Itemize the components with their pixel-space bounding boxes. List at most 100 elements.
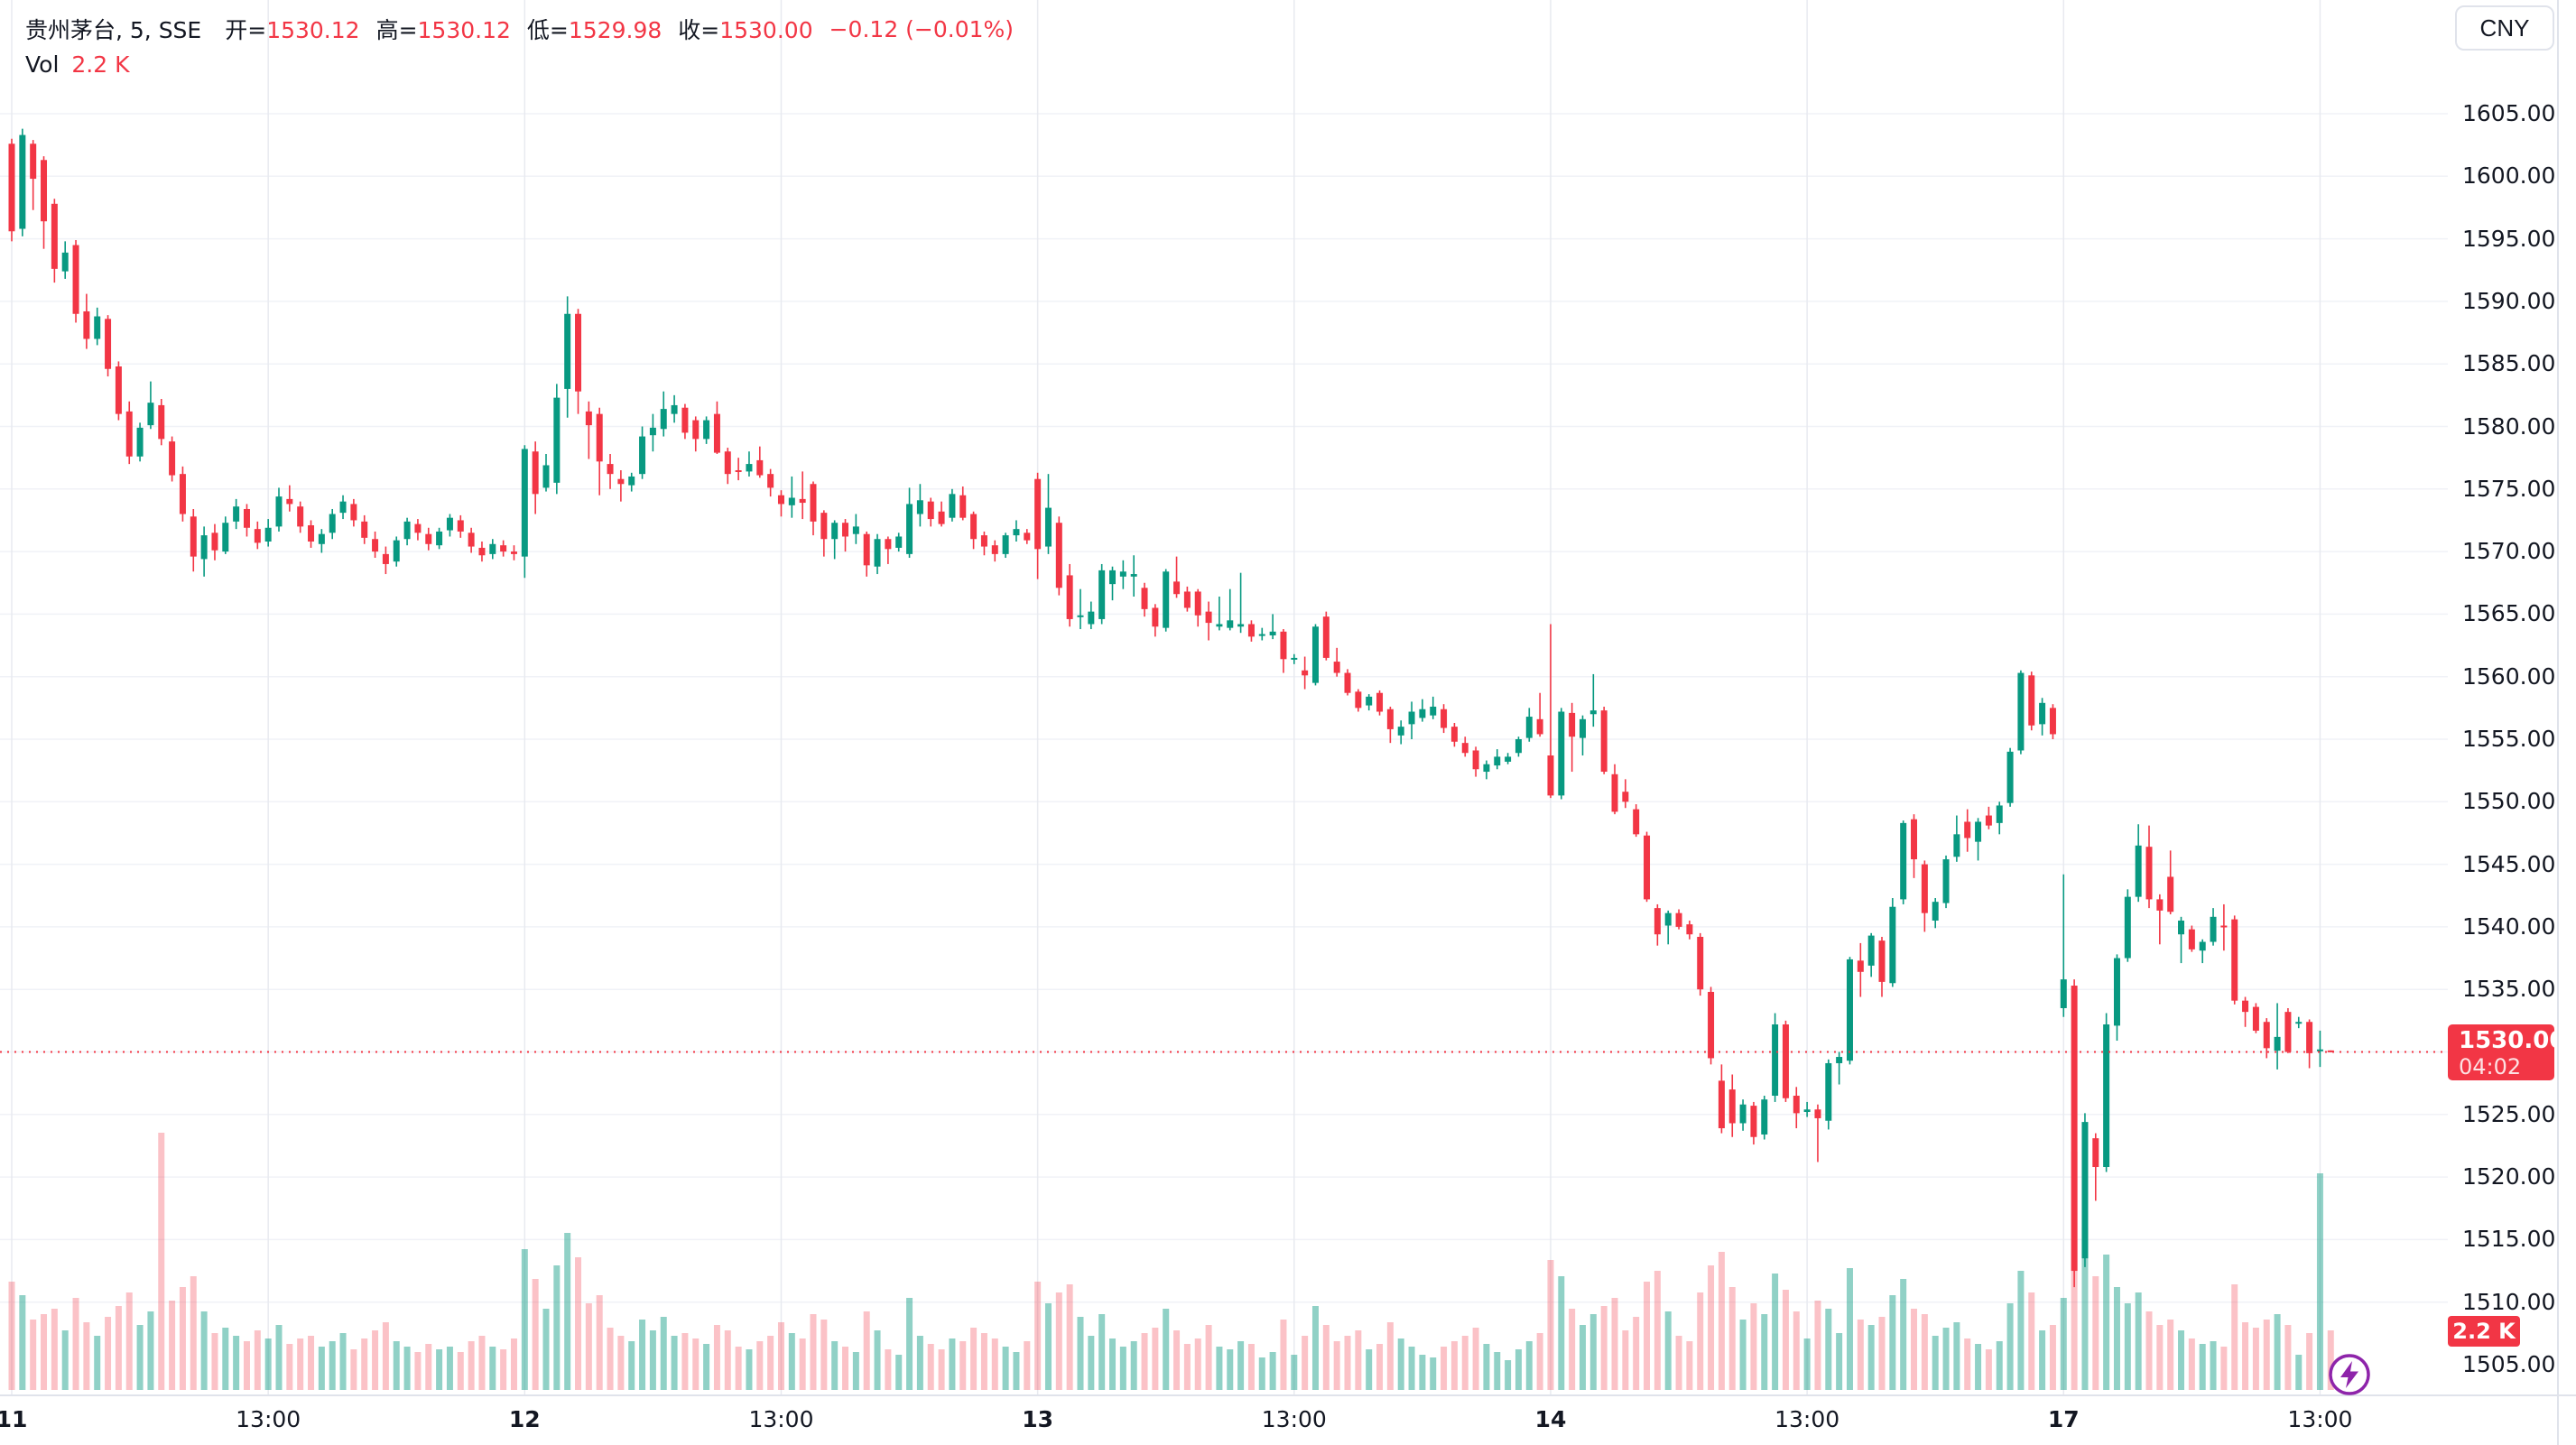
ohlc-field: 收=1530.00 [678,17,813,43]
candlestick [564,313,571,389]
candlestick [1269,631,1276,635]
volume-bar [1077,1317,1084,1390]
price-axis-label: 1525.00 [2462,1100,2556,1127]
candlestick [1397,727,1404,736]
volume-bar [1311,1306,1319,1390]
volume-bar [2124,1303,2131,1390]
volume-bar [724,1330,731,1390]
candlestick [136,427,144,457]
candlestick [1173,581,1181,595]
volume-bar [2327,1330,2334,1390]
candlestick [1430,706,1437,716]
volume-bar [2210,1341,2217,1390]
candlestick [1857,960,1864,972]
volume-bar [1718,1252,1725,1390]
candlestick [1024,533,1031,541]
candlestick [1878,940,1886,982]
candlestick [1130,574,1137,577]
candlestick [1280,631,1287,660]
volume-bar [1247,1344,1255,1390]
lightning-button[interactable] [2328,1353,2371,1396]
candlestick [1322,616,1330,658]
candlestick [777,495,784,505]
candlestick [788,497,795,505]
candlestick [1183,591,1191,608]
candlestick [105,319,112,369]
candlestick [1194,591,1201,616]
price-axis-label: 1505.00 [2462,1351,2556,1377]
candlestick [970,514,978,540]
volume-bar [1066,1284,1073,1390]
volume-bar [1119,1347,1126,1390]
volume-bar [1163,1309,1170,1390]
volume-bar [842,1347,849,1390]
candlestick [446,517,453,531]
volume-bar [938,1349,945,1390]
volume-bar [959,1341,967,1390]
volume-bar [1397,1338,1404,1390]
candlestick [1675,912,1682,927]
volume-bar [264,1338,272,1390]
change-value: −0.12 (−0.01%) [829,15,1015,42]
candlestick [927,501,934,520]
volume-bar [2103,1255,2110,1390]
candlestick [1664,912,1672,926]
candlestick [2145,847,2153,900]
candlestick [2113,958,2120,1026]
volume-bar [585,1303,592,1390]
candlestick [703,420,710,440]
volume-bar [1911,1309,1918,1390]
candlestick [61,252,69,272]
volume-bar [1376,1344,1384,1390]
volume-bar [1505,1360,1512,1390]
volume-bar [1803,1338,1811,1390]
volume-bar [1109,1338,1117,1390]
candlestick [403,521,411,540]
volume-bar [703,1344,710,1390]
candlestick [339,501,347,514]
candlestick [1932,902,1939,921]
volume-bar [532,1279,539,1390]
volume-bar [2199,1344,2206,1390]
candlestick [275,496,283,527]
volume-bar [125,1292,133,1390]
volume-bar [222,1328,229,1390]
candlestick [393,540,400,562]
volume-bar [564,1233,571,1390]
candlestick [1921,864,1928,913]
volume-bar [1024,1341,1031,1390]
volume-bar [1750,1303,1757,1390]
volume-bar [810,1314,817,1390]
volume-bar [30,1320,37,1390]
candlestick [489,543,496,554]
volume-bar [916,1336,923,1390]
candlestick [1515,739,1522,754]
candlestick [1728,1089,1736,1124]
time-axis-border [0,1394,2576,1396]
volume-bar [777,1322,784,1390]
volume-bar [1408,1347,1415,1390]
candlestick [1098,570,1106,619]
candlestick [254,529,261,543]
price-axis-label: 1555.00 [2462,726,2556,752]
currency-button[interactable]: CNY [2455,5,2554,51]
candlestick [916,500,923,514]
candlestick [2028,675,2035,726]
volume-bar [436,1349,443,1390]
volume-bar [510,1338,517,1390]
volume-bar [41,1314,48,1390]
time-axis-label: 11 [0,1406,28,1432]
volume-bar [735,1347,742,1390]
volume-bar [2060,1298,2067,1390]
volume-bar [1558,1276,1565,1390]
volume-bar [1183,1344,1191,1390]
volume-bar [852,1352,859,1390]
last-price-value: 1530.00 [2459,1027,2566,1054]
candlestick [1386,709,1394,729]
candlestick [660,409,667,430]
candlestick [1942,859,1950,903]
volume-bar [478,1336,486,1390]
candlestick [1494,756,1501,766]
candlestick [1579,718,1586,738]
